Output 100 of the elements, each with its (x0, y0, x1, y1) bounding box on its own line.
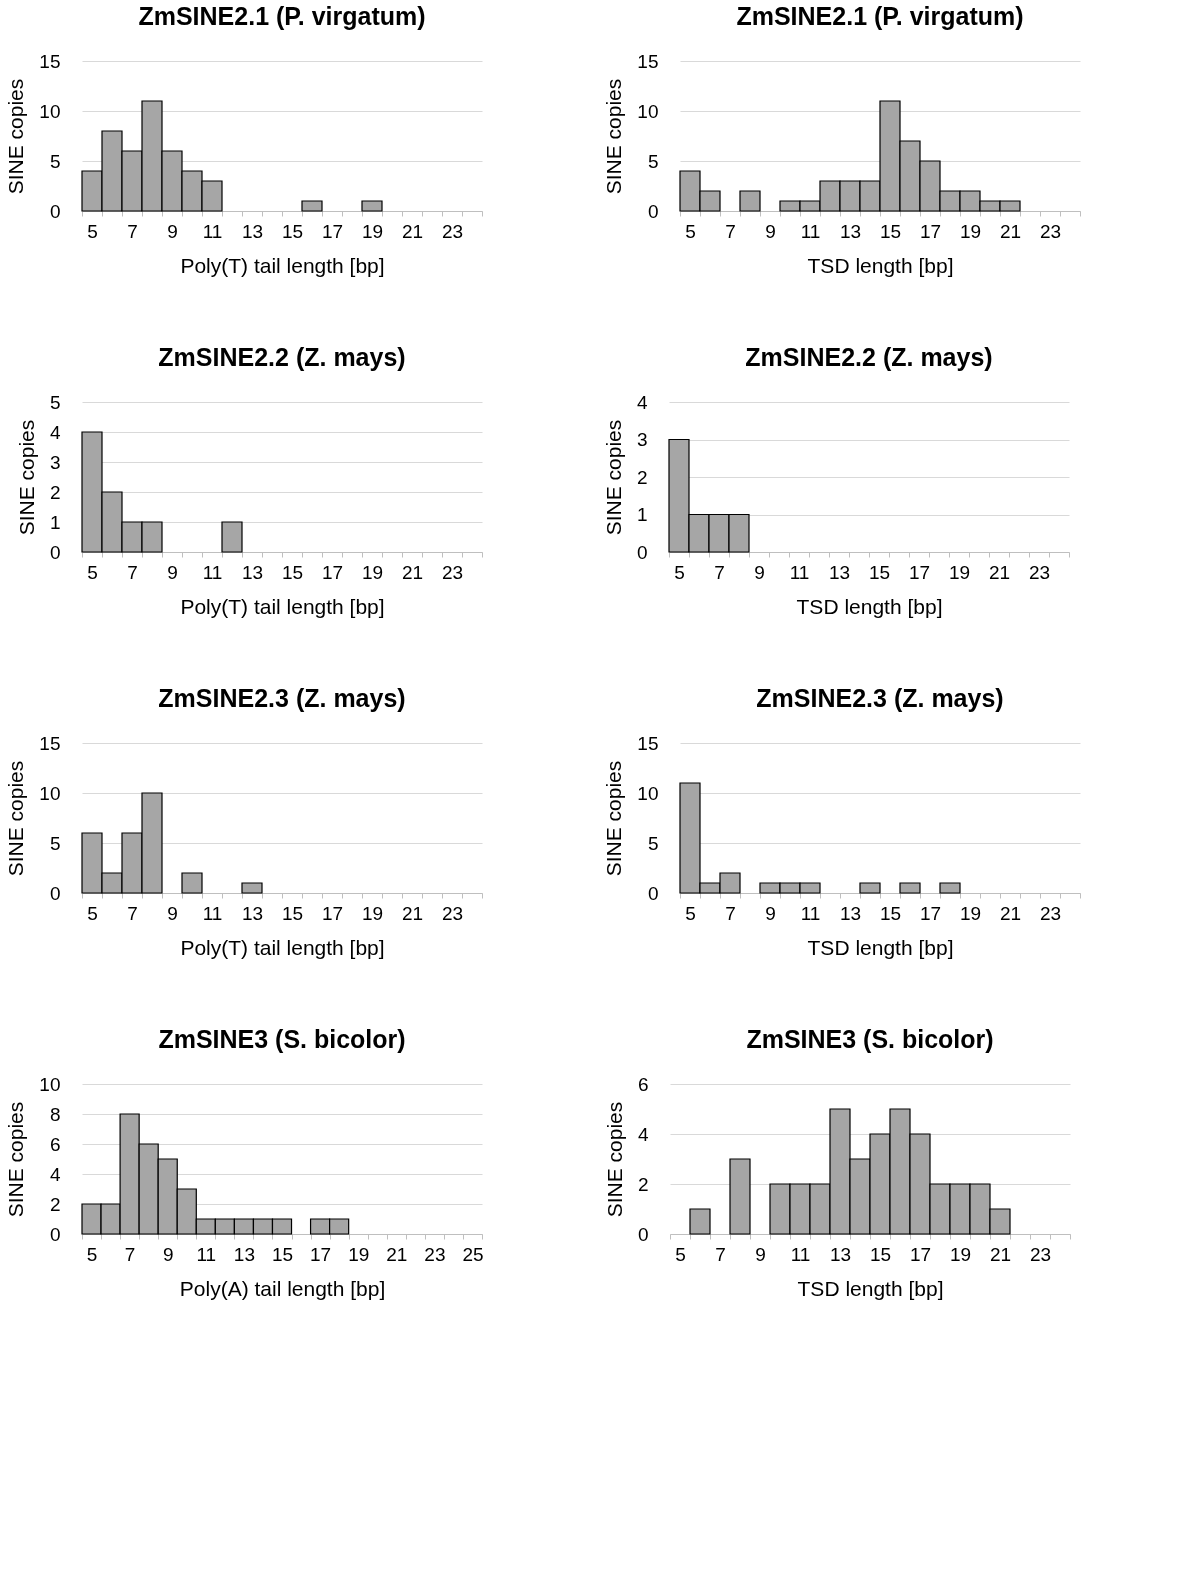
x-tick-label: 19 (361, 220, 384, 242)
x-tick-label: 11 (800, 902, 821, 924)
x-tick-label: 9 (167, 220, 178, 242)
y-tick-label: 5 (49, 832, 61, 854)
bar (939, 882, 961, 894)
x-tick-label: 17 (321, 902, 344, 924)
y-tick-label: 4 (637, 1123, 649, 1145)
y-tick-label: 2 (49, 481, 61, 503)
y-tick-label: 15 (637, 50, 659, 72)
x-tick-label: 17 (321, 561, 344, 583)
x-tick-label: 5 (675, 1243, 686, 1265)
y-tick-label: 0 (647, 882, 659, 904)
y-tick-label: 6 (49, 1133, 61, 1155)
x-tick-label: 13 (828, 561, 851, 583)
y-tick-label: 3 (49, 451, 61, 473)
x-tick-label: 15 (879, 220, 902, 242)
x-axis-title: TSD length [bp] (807, 935, 954, 959)
y-axis-title: SINE copies (602, 78, 626, 195)
bar (361, 200, 383, 212)
x-tick-label: 9 (167, 561, 178, 583)
x-tick-label: 23 (441, 902, 464, 924)
x-tick-label: 17 (919, 220, 942, 242)
x-tick-label: 23 (1029, 1243, 1052, 1265)
y-axis-title: SINE copies (14, 419, 38, 536)
bar (859, 882, 881, 894)
bar (899, 882, 921, 894)
y-tick-label: 2 (637, 1173, 649, 1195)
x-tick-label: 13 (829, 1243, 852, 1265)
y-tick-label: 15 (39, 732, 61, 754)
x-tick-label: 21 (401, 902, 424, 924)
x-tick-label: 7 (725, 902, 736, 924)
y-tick-label: 8 (49, 1103, 61, 1125)
y-tick-label: 10 (637, 782, 659, 804)
y-tick-label: 6 (637, 1073, 649, 1095)
bar (301, 200, 323, 212)
y-tick-label: 4 (49, 1163, 61, 1185)
x-tick-label: 23 (1039, 902, 1062, 924)
x-tick-label: 9 (754, 561, 765, 583)
bar (181, 872, 203, 894)
x-tick-label: 23 (441, 561, 464, 583)
y-tick-label: 0 (49, 882, 61, 904)
y-axis-title: SINE copies (602, 1101, 626, 1218)
x-tick-label: 5 (685, 220, 696, 242)
y-tick-label: 3 (636, 429, 648, 450)
y-tick-label: 0 (636, 541, 648, 563)
x-axis-title: TSD length [bp] (807, 253, 954, 277)
y-axis-title: SINE copies (4, 78, 28, 195)
x-tick-label: 19 (959, 220, 982, 242)
y-tick-label: 4 (49, 421, 61, 443)
x-tick-label: 21 (999, 902, 1022, 924)
y-axis-title: SINE copies (602, 760, 626, 877)
chart-title: ZmSINE2.1 (P. virgatum) (138, 2, 426, 30)
x-tick-label: 15 (868, 561, 891, 583)
x-tick-label: 7 (127, 220, 138, 242)
y-tick-label: 5 (49, 150, 61, 172)
x-tick-label: 5 (87, 220, 98, 242)
x-axis-title: TSD length [bp] (797, 1276, 944, 1300)
chart-title: ZmSINE2.2 (Z. mays) (158, 343, 406, 371)
x-tick-label: 7 (714, 561, 725, 583)
y-tick-label: 4 (636, 391, 648, 413)
x-tick-label: 9 (765, 220, 776, 242)
x-tick-label: 17 (321, 220, 344, 242)
x-tick-label: 7 (725, 220, 736, 242)
x-tick-label: 11 (196, 1243, 217, 1265)
x-tick-label: 13 (241, 561, 264, 583)
x-tick-label: 11 (202, 902, 223, 924)
y-tick-label: 5 (647, 832, 659, 854)
x-tick-label: 19 (959, 902, 982, 924)
x-tick-label: 21 (999, 220, 1022, 242)
x-tick-label: 21 (386, 1243, 408, 1265)
x-axis-title: Poly(T) tail length [bp] (180, 253, 385, 277)
y-tick-label: 15 (39, 50, 61, 72)
x-tick-label: 9 (162, 1243, 174, 1265)
y-tick-label: 5 (647, 150, 659, 172)
x-tick-label: 15 (869, 1243, 892, 1265)
y-tick-label: 0 (647, 200, 659, 222)
y-axis-title: SINE copies (601, 419, 625, 536)
x-tick-label: 11 (800, 220, 821, 242)
y-tick-label: 0 (49, 200, 61, 222)
x-tick-label: 15 (281, 902, 304, 924)
x-tick-label: 5 (86, 1243, 98, 1265)
x-tick-label: 25 (462, 1243, 484, 1265)
bar (739, 190, 761, 212)
x-tick-label: 9 (755, 1243, 766, 1265)
x-tick-label: 19 (348, 1243, 370, 1265)
chart-title: ZmSINE2.1 (P. virgatum) (736, 2, 1024, 30)
y-tick-label: 1 (636, 504, 648, 525)
x-tick-label: 9 (167, 902, 178, 924)
x-tick-label: 7 (124, 1243, 136, 1265)
y-tick-label: 10 (39, 782, 61, 804)
x-axis-title: TSD length [bp] (796, 594, 943, 618)
y-tick-label: 0 (49, 1223, 61, 1245)
x-tick-label: 23 (1039, 220, 1062, 242)
x-tick-label: 15 (281, 561, 304, 583)
x-tick-label: 7 (127, 902, 138, 924)
x-axis-title: Poly(T) tail length [bp] (180, 594, 385, 618)
x-tick-label: 17 (919, 902, 942, 924)
x-tick-label: 21 (988, 561, 1011, 583)
x-tick-label: 15 (271, 1243, 294, 1265)
chart-title: ZmSINE2.3 (Z. mays) (756, 684, 1004, 712)
